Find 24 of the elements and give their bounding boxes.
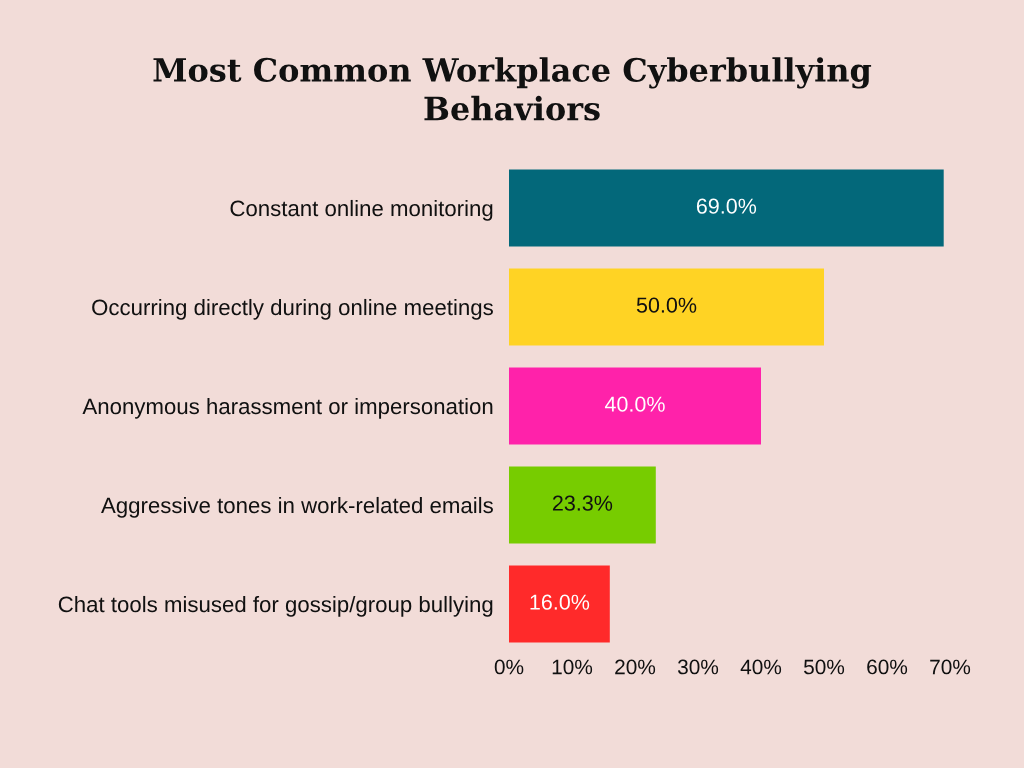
x-tick-label: 60%: [867, 659, 908, 675]
x-tick-label: 50%: [803, 659, 845, 675]
y-tick-label: Anonymous harassment or impersonation: [82, 397, 493, 419]
y-tick-label: Constant online monitoring: [230, 199, 493, 221]
bar: [509, 169, 944, 247]
data-label: 23.3%: [552, 495, 613, 511]
x-tick-label: 70%: [930, 659, 971, 675]
x-tick-label: 30%: [677, 659, 719, 675]
data-label: 16.0%: [530, 594, 590, 610]
x-tick-label: 10%: [552, 659, 593, 675]
x-tick-label: 0%: [494, 659, 524, 675]
data-label: 40.0%: [604, 396, 665, 412]
y-tick-label: Occurring directly during online meetings: [92, 298, 493, 320]
x-tick-label: 40%: [740, 659, 782, 675]
bar: [509, 565, 610, 643]
bar: [509, 268, 824, 346]
x-tick-label: 20%: [615, 659, 656, 675]
bar: [509, 367, 761, 445]
y-tick-label: Aggressive tones in work-related emails: [101, 496, 493, 518]
y-tick-label: Chat tools misused for gossip/group bullying: [58, 595, 493, 617]
data-label: 50.0%: [636, 297, 697, 313]
bar: [509, 466, 656, 544]
data-label: 69.0%: [696, 198, 757, 214]
chart-title: Most Common Workplace Cyberbullying Behaviors: [153, 57, 872, 121]
